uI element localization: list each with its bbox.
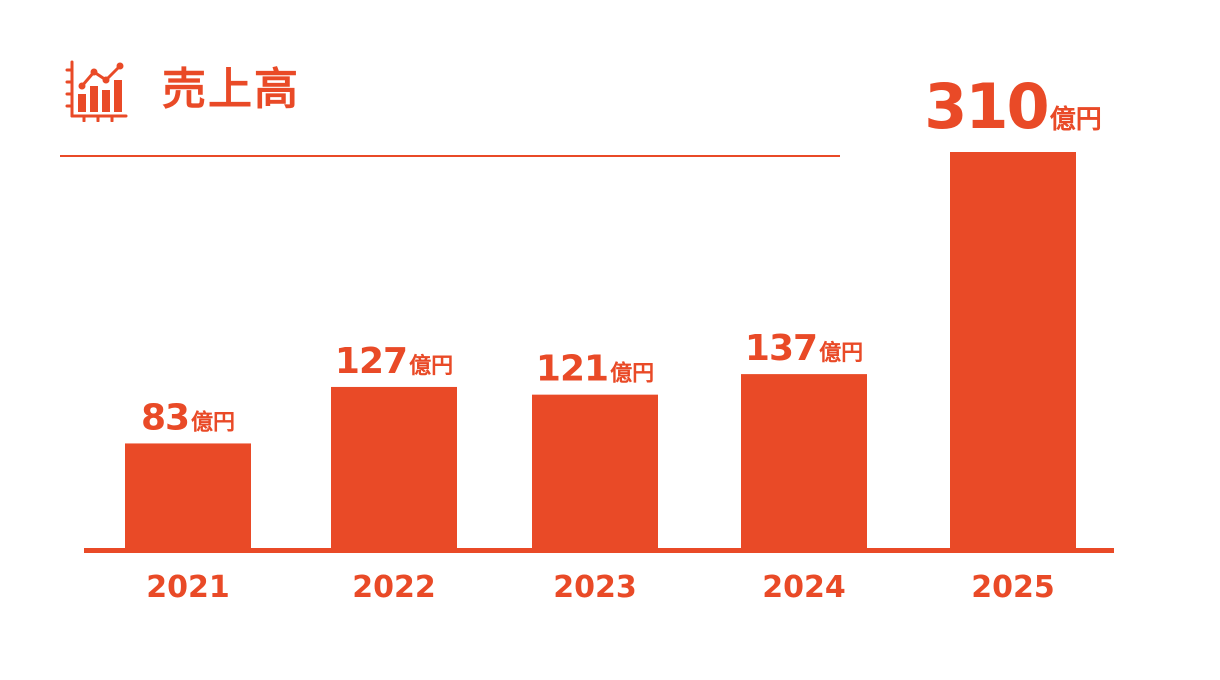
- bar-2023: [532, 394, 658, 550]
- data-label-2023: 121億円: [536, 349, 654, 390]
- x-tick-label-2021: 2021: [146, 570, 230, 605]
- x-axis-line: [84, 548, 1114, 553]
- data-label-2024: 137億円: [745, 328, 863, 369]
- title-divider: [60, 155, 840, 157]
- data-label-2021: 83億円: [141, 397, 235, 438]
- line-bar-chart-icon: [65, 60, 128, 122]
- data-label-2022: 127億円: [335, 341, 453, 382]
- bar-2022: [331, 386, 457, 550]
- x-tick-label-2023: 2023: [553, 570, 637, 605]
- page-title: 売上高: [162, 64, 300, 115]
- bar-2024: [741, 374, 867, 550]
- bar-2025: [950, 152, 1076, 550]
- x-tick-label-2024: 2024: [762, 570, 846, 605]
- x-tick-label-2022: 2022: [352, 570, 436, 605]
- data-label-2025: 310億円: [924, 70, 1101, 143]
- bar-2021: [125, 443, 251, 550]
- x-tick-label-2025: 2025: [971, 570, 1055, 605]
